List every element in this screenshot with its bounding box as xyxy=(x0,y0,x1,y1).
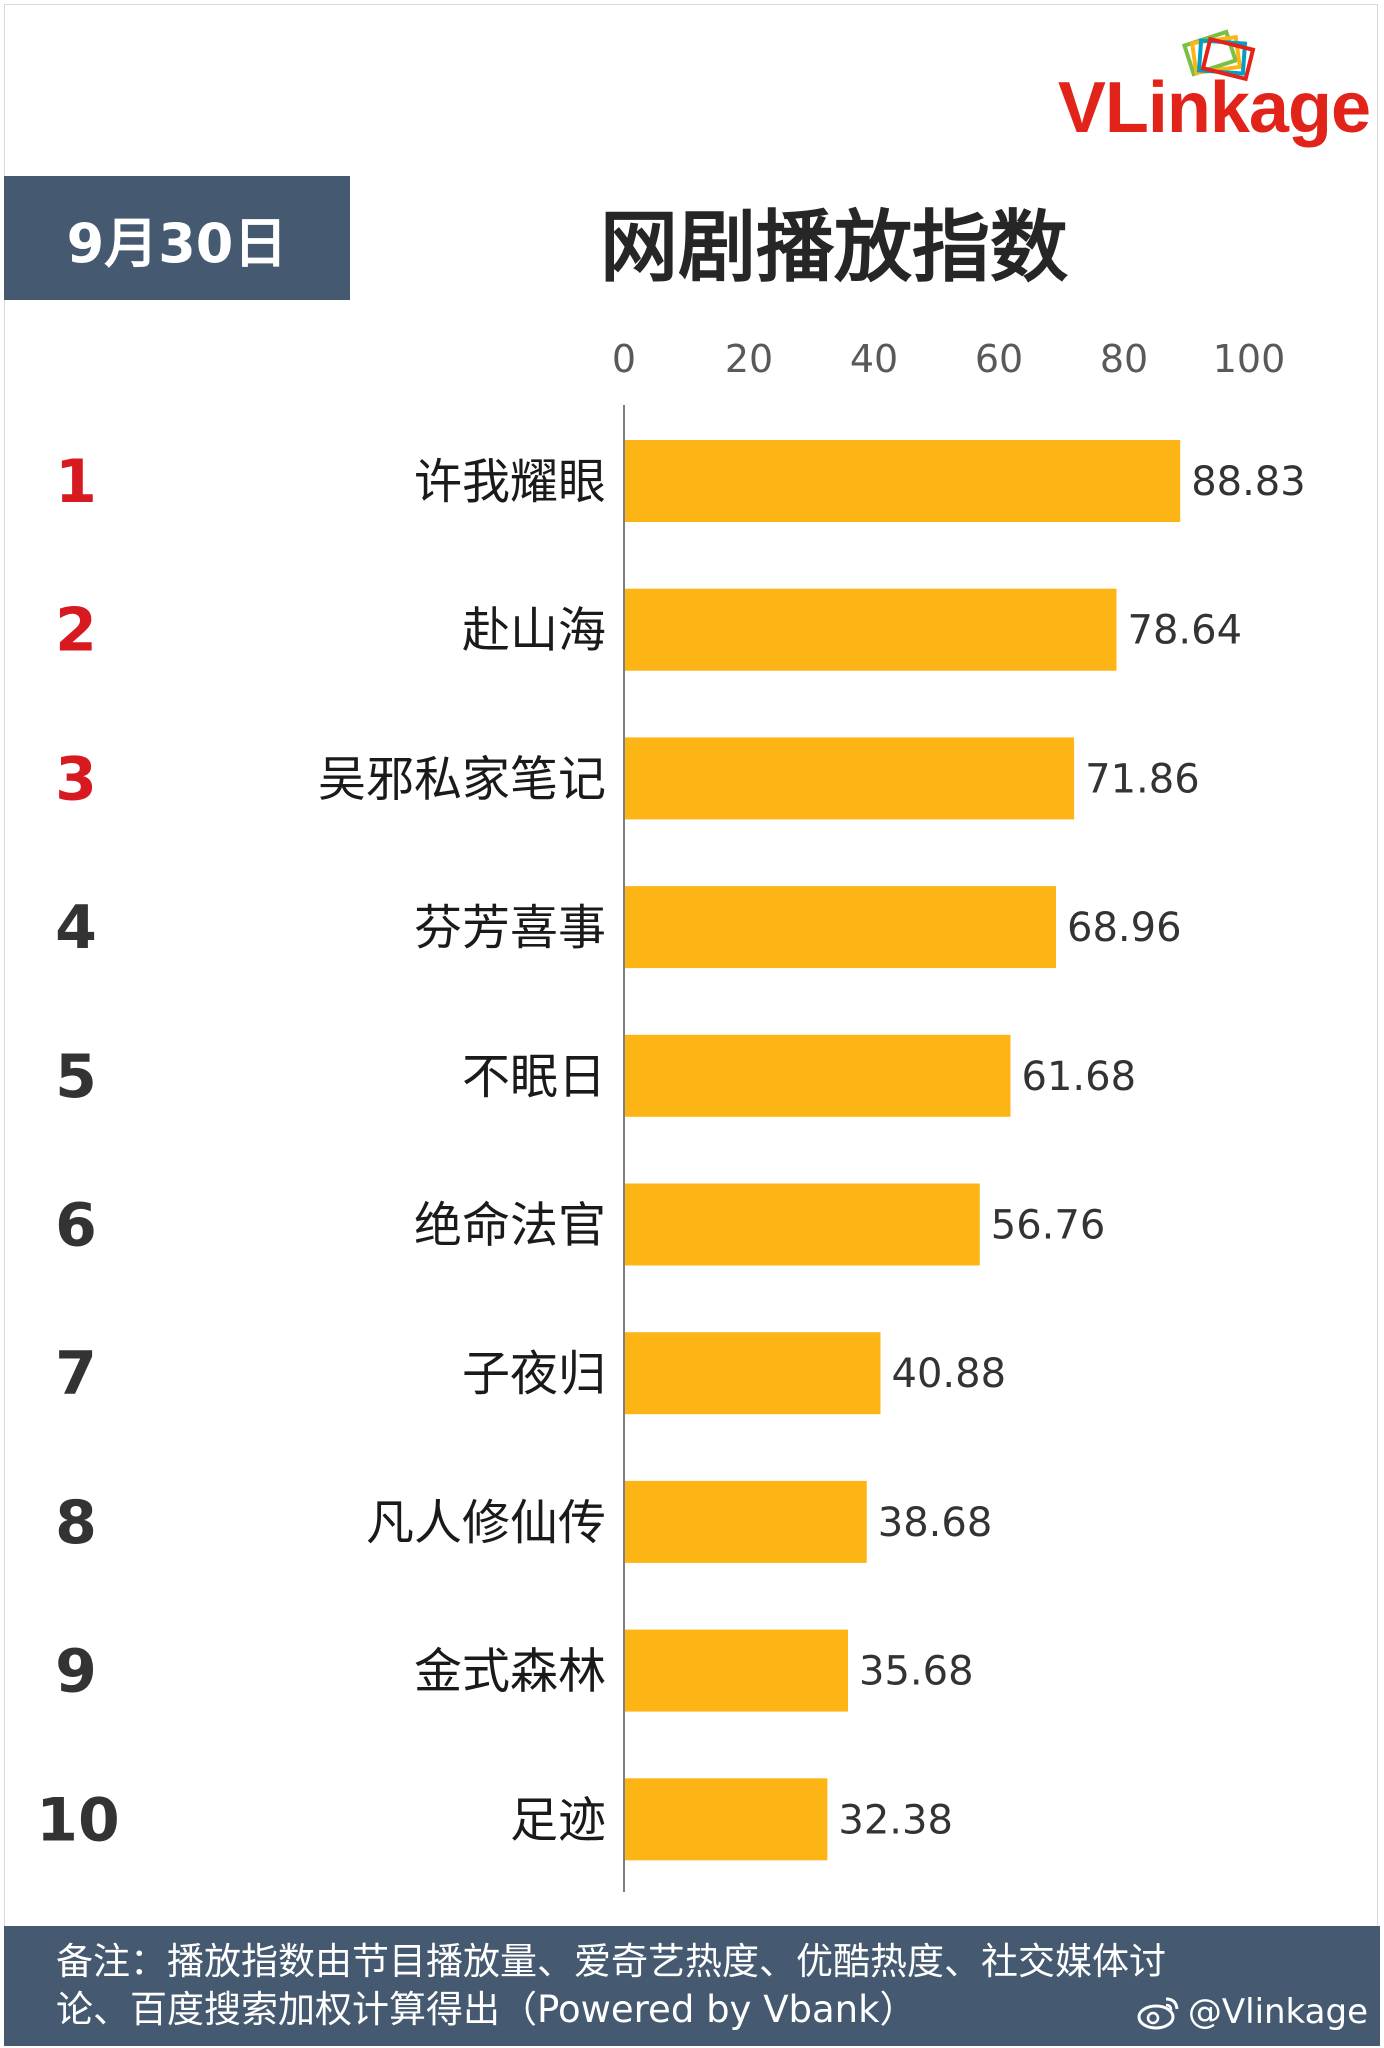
bar xyxy=(625,1629,848,1712)
data-label: 71.86 xyxy=(1085,756,1200,802)
category-label: 子夜归 xyxy=(462,1346,606,1402)
bar xyxy=(625,886,1056,969)
bar xyxy=(625,440,1181,522)
bar xyxy=(625,588,1117,671)
bar xyxy=(625,1332,881,1415)
rank-label: 6 xyxy=(55,1191,97,1261)
footer-note-box: 备注：播放指数由节目播放量、爱奇艺热度、优酷热度、社交媒体讨 论、百度搜索加权计… xyxy=(4,1926,1380,2046)
data-label: 61.68 xyxy=(1022,1054,1137,1100)
category-label: 赴山海 xyxy=(462,603,606,659)
logo-text: VLinkage xyxy=(1057,68,1371,148)
bar xyxy=(625,1778,828,1861)
rank-label: 9 xyxy=(55,1637,97,1707)
x-tick-label: 80 xyxy=(1100,337,1148,381)
x-tick-label: 60 xyxy=(975,337,1023,381)
footer-note-line-1: 备注：播放指数由节目播放量、爱奇艺热度、优酷热度、社交媒体讨 xyxy=(56,1940,1166,1983)
data-label: 40.88 xyxy=(892,1351,1007,1397)
bar xyxy=(625,1183,980,1266)
data-label: 38.68 xyxy=(878,1500,993,1546)
data-label: 68.96 xyxy=(1067,905,1182,951)
weibo-icon xyxy=(1137,1997,1179,2030)
category-label: 凡人修仙传 xyxy=(366,1495,606,1551)
category-label: 绝命法官 xyxy=(414,1198,606,1254)
data-label: 88.83 xyxy=(1191,459,1306,505)
date-label: 9月30日 xyxy=(4,176,350,300)
rank-label: 3 xyxy=(55,744,97,814)
category-label: 吴邪私家笔记 xyxy=(318,751,606,807)
x-tick-label: 20 xyxy=(725,337,773,381)
x-tick-label: 0 xyxy=(612,337,636,381)
data-label: 56.76 xyxy=(991,1203,1106,1249)
data-label: 78.64 xyxy=(1128,608,1243,654)
rank-label: 4 xyxy=(55,893,97,963)
rank-label: 8 xyxy=(55,1488,97,1558)
footer-note-line-2: 论、百度搜索加权计算得出（Powered by Vbank） xyxy=(56,1988,917,2031)
category-label: 芬芳喜事 xyxy=(414,900,606,956)
vlinkage-logo: VLinkage xyxy=(1050,28,1371,158)
weibo-credit: @Vlinkage xyxy=(1136,1988,1368,2036)
category-label: 许我耀眼 xyxy=(414,454,606,510)
data-label: 32.38 xyxy=(838,1797,953,1843)
x-tick-label: 40 xyxy=(850,337,898,381)
data-label: 35.68 xyxy=(859,1649,974,1695)
footer-note: 备注：播放指数由节目播放量、爱奇艺热度、优酷热度、社交媒体讨 论、百度搜索加权计… xyxy=(56,1938,1316,2034)
rank-label: 10 xyxy=(36,1785,120,1855)
bar xyxy=(625,737,1075,820)
x-tick-label: 100 xyxy=(1213,337,1286,381)
category-label: 足迹 xyxy=(510,1792,606,1848)
rank-label: 2 xyxy=(55,596,97,666)
bar xyxy=(625,1480,867,1563)
bar xyxy=(625,1034,1011,1117)
rank-label: 1 xyxy=(55,447,97,517)
rank-label: 5 xyxy=(55,1042,97,1112)
chart-title: 网剧播放指数 xyxy=(600,203,1069,293)
category-label: 金式森林 xyxy=(414,1644,606,1700)
weibo-handle: @Vlinkage xyxy=(1187,1992,1368,2032)
category-label: 不眠日 xyxy=(462,1049,606,1105)
logo-cards-icon xyxy=(1181,29,1256,82)
rank-label: 7 xyxy=(55,1339,97,1409)
